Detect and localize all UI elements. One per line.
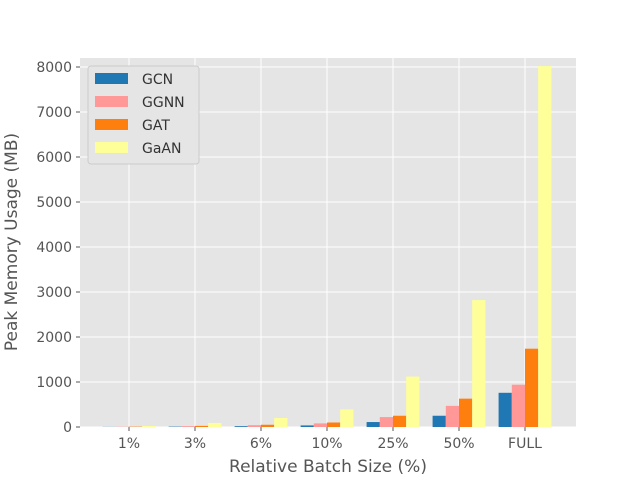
bar-ggnn-3pct bbox=[181, 426, 195, 427]
x-axis-ticks: 1% 3% 6% 10% 25% 50% FULL bbox=[118, 427, 542, 452]
bar-gcn-6pct bbox=[234, 426, 248, 427]
bar-ggnn-6pct bbox=[247, 425, 261, 427]
x-tick-label: 50% bbox=[443, 436, 474, 452]
bar-gaan-3pct bbox=[208, 422, 222, 427]
bar-ggnn-50pct bbox=[445, 405, 459, 427]
bar-ggnn-25pct bbox=[379, 417, 393, 427]
legend-swatch-gat bbox=[95, 119, 128, 130]
x-tick-label: 1% bbox=[118, 436, 140, 452]
y-tick-label: 6000 bbox=[36, 150, 72, 166]
bar-gat-50pct bbox=[459, 398, 473, 427]
legend-box bbox=[87, 65, 200, 165]
legend-swatch-ggnn bbox=[95, 96, 128, 107]
y-axis-ticks: 0 1000 2000 3000 4000 5000 6000 7000 8000 bbox=[36, 60, 80, 436]
y-tick-label: 0 bbox=[63, 420, 72, 436]
bar-gcn-full bbox=[498, 392, 512, 427]
bar-gat-25pct bbox=[393, 415, 407, 427]
legend-label-ggnn: GGNN bbox=[142, 95, 185, 111]
x-tick-label: 10% bbox=[311, 436, 342, 452]
legend-swatch-gaan bbox=[95, 142, 128, 153]
bar-gaan-10pct bbox=[340, 409, 354, 427]
bar-gcn-25pct bbox=[366, 422, 380, 427]
bar-gaan-1pct bbox=[142, 426, 156, 427]
bar-gat-6pct bbox=[261, 424, 275, 427]
x-tick-label: 25% bbox=[377, 436, 408, 452]
bar-gaan-25pct bbox=[406, 376, 420, 427]
bars bbox=[102, 66, 552, 427]
bar-gat-10pct bbox=[327, 422, 341, 427]
bar-gcn-10pct bbox=[300, 425, 314, 427]
x-tick-label: 6% bbox=[250, 436, 272, 452]
bar-gaan-6pct bbox=[274, 418, 288, 427]
y-axis-title: Peak Memory Usage (MB) bbox=[2, 133, 22, 351]
bar-gaan-50pct bbox=[472, 300, 486, 427]
legend-swatch-gcn bbox=[95, 73, 128, 84]
y-tick-label: 7000 bbox=[36, 105, 72, 121]
legend-label-gcn: GCN bbox=[142, 72, 173, 88]
y-tick-label: 4000 bbox=[36, 240, 72, 256]
x-tick-label: 3% bbox=[184, 436, 206, 452]
bar-gat-3pct bbox=[195, 425, 209, 427]
y-tick-label: 8000 bbox=[36, 60, 72, 76]
y-tick-label: 5000 bbox=[36, 195, 72, 211]
legend-label-gaan: GaAN bbox=[142, 141, 181, 157]
x-axis-title: Relative Batch Size (%) bbox=[229, 457, 427, 477]
legend-label-gat: GAT bbox=[142, 118, 170, 134]
bar-gcn-50pct bbox=[432, 415, 446, 427]
bar-gaan-full bbox=[538, 66, 552, 427]
bar-ggnn-10pct bbox=[313, 423, 327, 427]
x-tick-label: FULL bbox=[508, 436, 542, 452]
bar-gat-full bbox=[525, 348, 539, 427]
bar-ggnn-full bbox=[511, 384, 525, 427]
y-tick-label: 1000 bbox=[36, 375, 72, 391]
y-tick-label: 2000 bbox=[36, 330, 72, 346]
legend: GCN GGNN GAT GaAN bbox=[87, 65, 200, 165]
y-tick-label: 3000 bbox=[36, 285, 72, 301]
